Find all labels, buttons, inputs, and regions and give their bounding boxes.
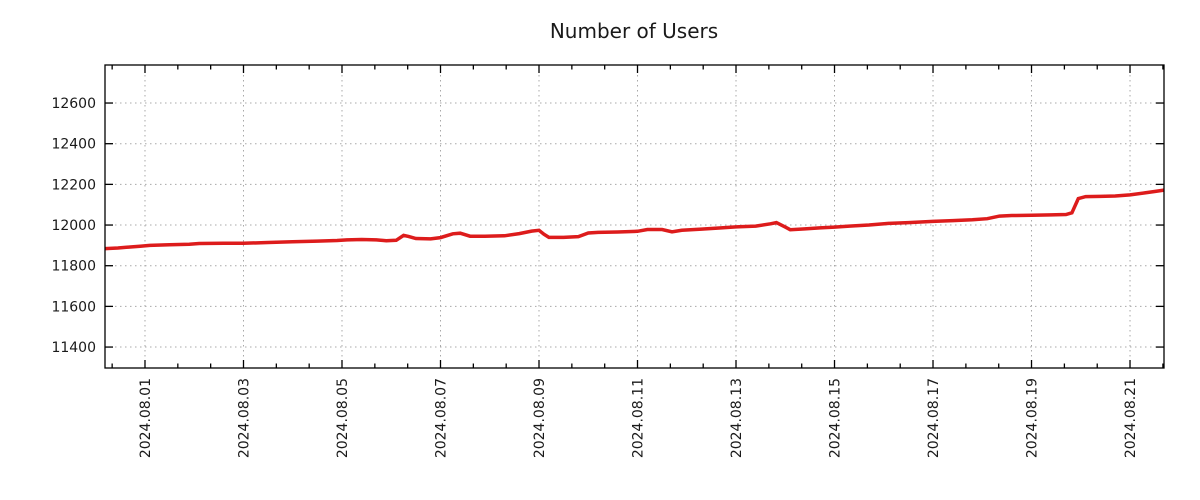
x-axis-tick-label: 2024.08.19 — [1025, 378, 1041, 458]
y-axis-tick-label: 12000 — [51, 218, 96, 234]
x-axis-tick-label: 2024.08.21 — [1123, 378, 1139, 458]
y-axis-tick-label: 11600 — [51, 299, 96, 315]
plot-border — [104, 64, 1165, 369]
axis-ticks — [105, 65, 1164, 368]
y-axis-tick-label: 12400 — [51, 137, 96, 153]
chart-title: Number of Users — [550, 19, 718, 43]
data-line-layer — [105, 188, 1165, 251]
y-axis-tick-label: 11800 — [51, 259, 96, 275]
x-axis-tick-label: 2024.08.15 — [828, 378, 844, 458]
y-axis-tick-label: 12200 — [51, 177, 96, 193]
x-axis-tick-label: 2024.08.13 — [729, 378, 745, 458]
x-axis-tick-label: 2024.08.05 — [335, 378, 351, 458]
x-axis-tick-label: 2024.08.01 — [138, 378, 154, 458]
x-axis-tick-label: 2024.08.07 — [433, 378, 449, 458]
x-axis-tick-label: 2024.08.17 — [926, 378, 942, 458]
gridlines — [105, 65, 1164, 368]
x-axis-tick-label: 2024.08.09 — [532, 378, 548, 458]
x-axis-tick-label: 2024.08.11 — [631, 378, 647, 458]
users-series-line — [105, 188, 1165, 251]
x-axis-tick-label: 2024.08.03 — [236, 378, 252, 458]
y-axis-tick-label: 11400 — [51, 340, 96, 356]
y-axis-tick-label: 12600 — [51, 96, 96, 112]
axis-tick-labels: 2024.08.01 2024.08.03 2024.08.05 2024.08.07… — [51, 96, 1139, 458]
